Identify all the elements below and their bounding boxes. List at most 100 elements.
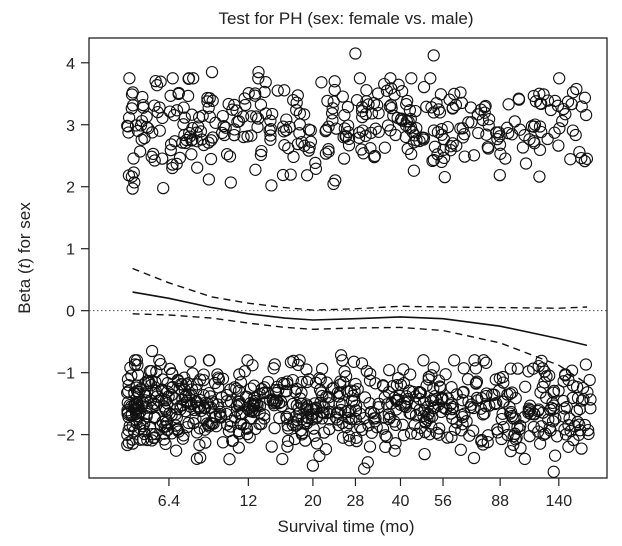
data-point bbox=[349, 377, 362, 391]
data-point bbox=[254, 148, 268, 162]
data-point bbox=[264, 114, 277, 127]
data-point bbox=[488, 397, 502, 411]
data-point bbox=[467, 424, 480, 437]
data-point bbox=[170, 157, 183, 171]
data-point bbox=[384, 98, 398, 112]
data-point bbox=[441, 120, 454, 134]
data-point bbox=[378, 391, 391, 404]
data-point bbox=[435, 128, 448, 141]
data-point bbox=[157, 433, 171, 446]
data-point bbox=[435, 123, 448, 136]
data-point bbox=[322, 120, 335, 133]
data-point bbox=[388, 444, 401, 457]
data-point bbox=[428, 390, 442, 403]
data-point bbox=[201, 95, 214, 108]
data-point bbox=[142, 376, 156, 390]
data-point bbox=[326, 114, 339, 127]
data-point bbox=[128, 354, 142, 367]
data-point bbox=[570, 82, 583, 96]
data-point bbox=[510, 431, 523, 444]
data-point bbox=[448, 354, 461, 367]
data-point bbox=[536, 380, 549, 394]
data-point bbox=[242, 87, 255, 100]
data-point bbox=[272, 383, 285, 397]
data-point bbox=[333, 397, 346, 410]
data-point bbox=[182, 72, 196, 85]
x-tick-label: 12 bbox=[239, 493, 257, 510]
data-point bbox=[198, 423, 212, 436]
data-point bbox=[435, 155, 448, 169]
data-point bbox=[353, 72, 367, 85]
data-point bbox=[224, 176, 237, 189]
data-point bbox=[135, 114, 149, 128]
data-point bbox=[276, 452, 289, 466]
data-point bbox=[149, 427, 162, 441]
data-point bbox=[217, 119, 230, 133]
data-point bbox=[446, 102, 459, 115]
data-point bbox=[290, 399, 303, 412]
data-point bbox=[446, 137, 459, 150]
x-axis-label: Survival time (mo) bbox=[278, 517, 415, 536]
data-point bbox=[136, 98, 150, 112]
data-point bbox=[325, 107, 339, 120]
data-point bbox=[157, 181, 170, 195]
data-point bbox=[503, 400, 516, 414]
data-point bbox=[396, 418, 409, 431]
data-point bbox=[428, 140, 442, 153]
data-point bbox=[529, 95, 543, 108]
data-point bbox=[527, 89, 540, 103]
data-point bbox=[418, 447, 431, 461]
data-point bbox=[533, 120, 547, 133]
data-point bbox=[328, 83, 341, 97]
data-point bbox=[268, 358, 281, 371]
data-point bbox=[216, 109, 229, 123]
data-point bbox=[189, 412, 202, 425]
data-point bbox=[354, 420, 367, 433]
data-point bbox=[475, 433, 488, 447]
data-point bbox=[356, 124, 369, 137]
data-point bbox=[220, 388, 234, 402]
data-point bbox=[300, 375, 314, 389]
data-point bbox=[456, 131, 470, 144]
data-point bbox=[281, 375, 294, 388]
data-point bbox=[425, 369, 438, 382]
data-point bbox=[171, 402, 184, 416]
data-point bbox=[560, 400, 573, 414]
data-point bbox=[184, 355, 197, 368]
data-point bbox=[241, 130, 254, 143]
data-point bbox=[263, 124, 276, 137]
data-point bbox=[254, 98, 268, 111]
data-point bbox=[445, 397, 458, 410]
data-point bbox=[145, 344, 159, 358]
data-point bbox=[122, 424, 135, 437]
data-point bbox=[467, 149, 481, 162]
y-tick-label: 4 bbox=[66, 56, 75, 73]
data-point bbox=[329, 122, 343, 135]
data-point bbox=[205, 65, 219, 79]
data-point bbox=[566, 124, 580, 137]
data-point bbox=[557, 410, 570, 423]
data-point bbox=[280, 123, 293, 137]
data-point bbox=[125, 102, 138, 115]
data-point bbox=[233, 368, 246, 381]
data-point bbox=[397, 363, 410, 376]
data-point bbox=[583, 373, 596, 387]
data-point bbox=[150, 79, 164, 92]
data-point bbox=[565, 97, 578, 111]
data-point bbox=[133, 145, 147, 158]
data-point bbox=[338, 122, 351, 135]
y-tick-label: 3 bbox=[66, 118, 75, 135]
data-point bbox=[527, 362, 540, 375]
data-point bbox=[358, 462, 371, 475]
data-point bbox=[378, 141, 392, 154]
data-point bbox=[581, 423, 595, 437]
data-point bbox=[232, 384, 246, 397]
data-point bbox=[386, 380, 399, 393]
data-point bbox=[336, 354, 349, 367]
data-point bbox=[518, 452, 531, 466]
data-point bbox=[250, 110, 263, 123]
data-point bbox=[228, 98, 241, 112]
data-point bbox=[165, 388, 178, 402]
data-point bbox=[134, 119, 148, 132]
y-tick-label: 2 bbox=[66, 180, 75, 197]
